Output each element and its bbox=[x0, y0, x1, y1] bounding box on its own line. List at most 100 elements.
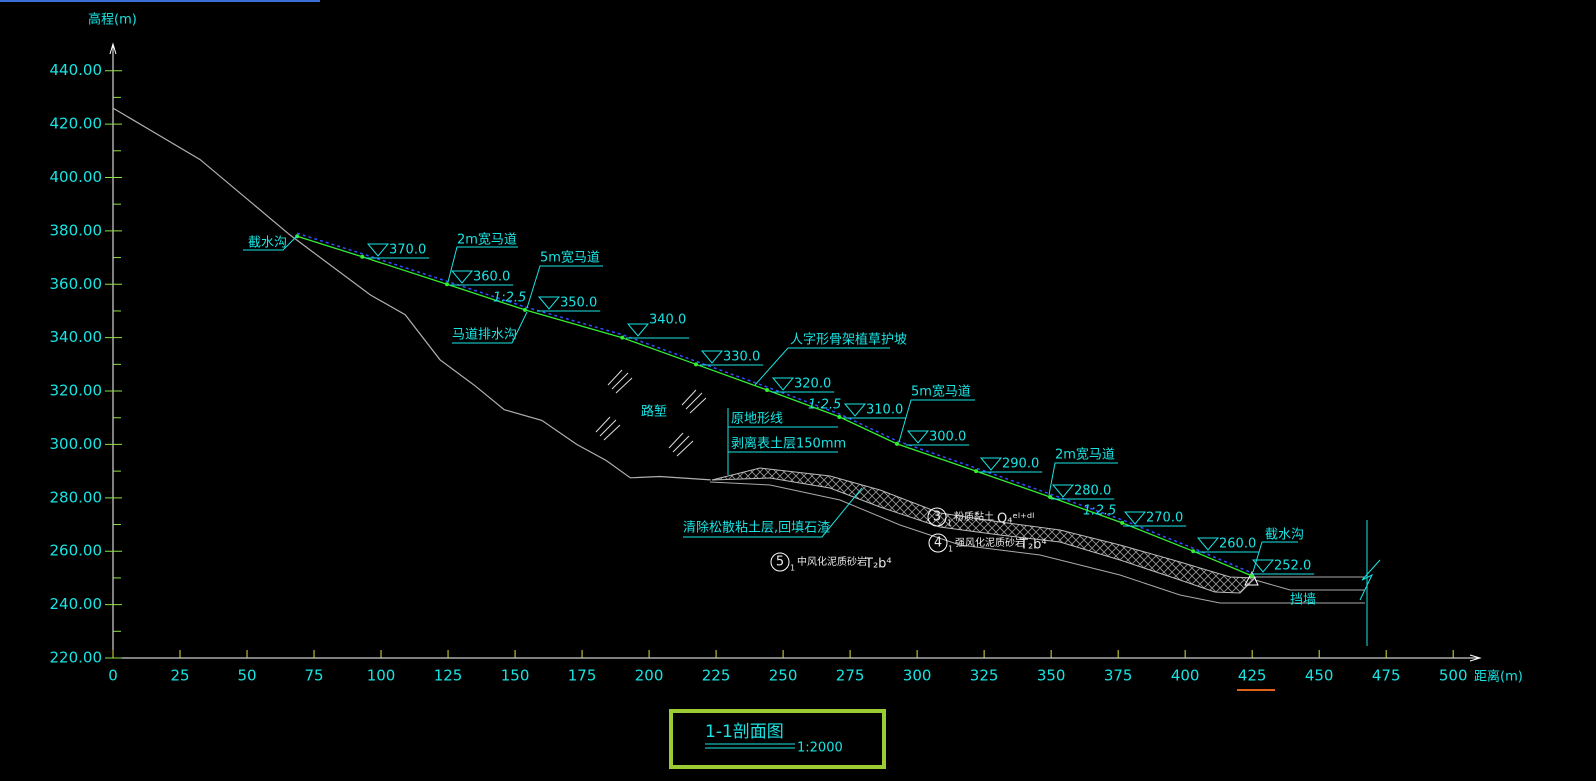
y-tick-label: 220.00 bbox=[50, 649, 103, 667]
annotation: 路堑 bbox=[641, 404, 667, 420]
x-tick-label: 425 bbox=[1238, 667, 1267, 685]
elevation-label: 310.0 bbox=[866, 403, 903, 418]
stratum-sub: 1 bbox=[790, 564, 795, 573]
elevation-label: 280.0 bbox=[1074, 484, 1111, 499]
elevation-triangle bbox=[771, 377, 795, 391]
stratum-rock: 粉质黏土 bbox=[954, 510, 994, 523]
y-tick-label: 240.00 bbox=[50, 595, 103, 613]
berm-point bbox=[620, 335, 625, 340]
stratum-rock: 强风化泥质砂岩 bbox=[955, 536, 1025, 549]
elevation-triangle bbox=[1123, 511, 1147, 525]
y-tick-label: 320.00 bbox=[50, 382, 103, 400]
ground-line bbox=[112, 107, 711, 481]
design-slope bbox=[296, 235, 1253, 577]
elevation-label: 260.0 bbox=[1219, 537, 1256, 552]
stratum-circle bbox=[928, 533, 948, 553]
berm-point bbox=[974, 469, 979, 474]
elevation-triangle bbox=[1196, 537, 1220, 551]
y-tick-label: 300.00 bbox=[50, 435, 103, 453]
annotation: 人字形骨架植草护坡 bbox=[790, 333, 907, 348]
berm-point bbox=[522, 307, 527, 312]
y-tick-label: 420.00 bbox=[50, 115, 103, 133]
x-tick-label: 475 bbox=[1372, 667, 1401, 685]
berm-point bbox=[1191, 549, 1196, 554]
y-tick-label: 340.00 bbox=[50, 328, 103, 346]
x-tick-label: 100 bbox=[367, 667, 396, 685]
y-tick-label: 260.00 bbox=[50, 542, 103, 560]
x-tick-label: 500 bbox=[1439, 667, 1468, 685]
stratum-sub: 1 bbox=[947, 519, 952, 528]
elevation-triangle bbox=[700, 350, 724, 364]
leader-line bbox=[1252, 541, 1298, 573]
elevation-triangle bbox=[450, 270, 474, 284]
x-tick-label: 125 bbox=[434, 667, 463, 685]
elevation-triangle bbox=[843, 403, 867, 417]
annotation: 2m宽马道 bbox=[1055, 447, 1115, 463]
stratum-sub: 1 bbox=[948, 545, 953, 554]
leader-line bbox=[1048, 462, 1118, 496]
stratum-number: 3 bbox=[933, 510, 941, 525]
berm-point bbox=[444, 282, 449, 287]
stratum-age: Q₄ᵉˡ⁺ᵈˡ bbox=[997, 512, 1034, 527]
y-axis-arrow bbox=[109, 42, 117, 55]
leader-line bbox=[452, 311, 528, 344]
break-line bbox=[1359, 559, 1381, 601]
berm-point bbox=[1048, 495, 1053, 500]
x-tick-label: 250 bbox=[769, 667, 798, 685]
elevation-label: 370.0 bbox=[389, 243, 426, 258]
elevation-triangle bbox=[1051, 484, 1075, 498]
elevation-label: 252.0 bbox=[1274, 559, 1311, 574]
retaining-wall bbox=[1244, 570, 1259, 586]
x-tick-label: 325 bbox=[970, 667, 999, 685]
stratum-circle bbox=[927, 507, 947, 527]
leader-line bbox=[526, 265, 603, 309]
x-tick-label: 175 bbox=[568, 667, 597, 685]
strata-line bbox=[709, 481, 1365, 604]
berm-point bbox=[1120, 520, 1125, 525]
stratum-number: 4 bbox=[934, 536, 942, 551]
x-tick-label: 450 bbox=[1305, 667, 1334, 685]
y-tick-label: 440.00 bbox=[50, 61, 103, 79]
leader-line bbox=[447, 246, 518, 283]
elevation-label: 340.0 bbox=[649, 313, 686, 328]
slope-ratio: 1:2.5 bbox=[493, 291, 526, 306]
annotation: 马道排水沟 bbox=[452, 328, 517, 343]
x-tick-label: 75 bbox=[304, 667, 323, 685]
x-axis-arrow bbox=[1469, 654, 1482, 662]
x-tick-label: 300 bbox=[903, 667, 932, 685]
y-tick-label: 400.00 bbox=[50, 168, 103, 186]
leader-line bbox=[683, 487, 863, 538]
elevation-triangle bbox=[906, 430, 930, 444]
elevation-label: 300.0 bbox=[929, 430, 966, 445]
elevation-triangle bbox=[1251, 559, 1275, 573]
section-title: 1-1剖面图 bbox=[705, 722, 784, 742]
elevation-label: 330.0 bbox=[723, 350, 760, 365]
stratum-circle bbox=[770, 552, 790, 572]
berm-point bbox=[837, 414, 842, 419]
berm-point bbox=[1250, 574, 1255, 579]
elevation-triangle bbox=[979, 457, 1003, 471]
annotation: 2m宽马道 bbox=[457, 232, 517, 248]
y-tick-label: 380.00 bbox=[50, 221, 103, 239]
berm-point bbox=[895, 441, 900, 446]
x-tick-label: 50 bbox=[237, 667, 256, 685]
stratum-age: T₂b⁴ bbox=[1019, 538, 1047, 553]
x-tick-label: 400 bbox=[1171, 667, 1200, 685]
annotation: 挡墙 bbox=[1290, 593, 1316, 608]
berm-point bbox=[765, 387, 770, 392]
annotation: 截水沟 bbox=[248, 236, 287, 251]
annotation: 剥离表土层150mm bbox=[731, 436, 846, 452]
stratum-age: T₂b⁴ bbox=[864, 557, 892, 572]
x-tick-label: 225 bbox=[702, 667, 731, 685]
slope-ratio: 1:2.5 bbox=[808, 398, 841, 413]
elevation-label: 270.0 bbox=[1146, 511, 1183, 526]
y-axis-label: 高程(m) bbox=[88, 12, 137, 28]
cut-symbols bbox=[595, 369, 707, 457]
x-tick-label: 375 bbox=[1104, 667, 1133, 685]
y-tick-label: 280.00 bbox=[50, 488, 103, 506]
annotation: 原地形线 bbox=[731, 412, 783, 427]
annotation: 5m宽马道 bbox=[540, 250, 600, 266]
elevation-label: 290.0 bbox=[1002, 457, 1039, 472]
annotation: 5m宽马道 bbox=[911, 384, 971, 400]
